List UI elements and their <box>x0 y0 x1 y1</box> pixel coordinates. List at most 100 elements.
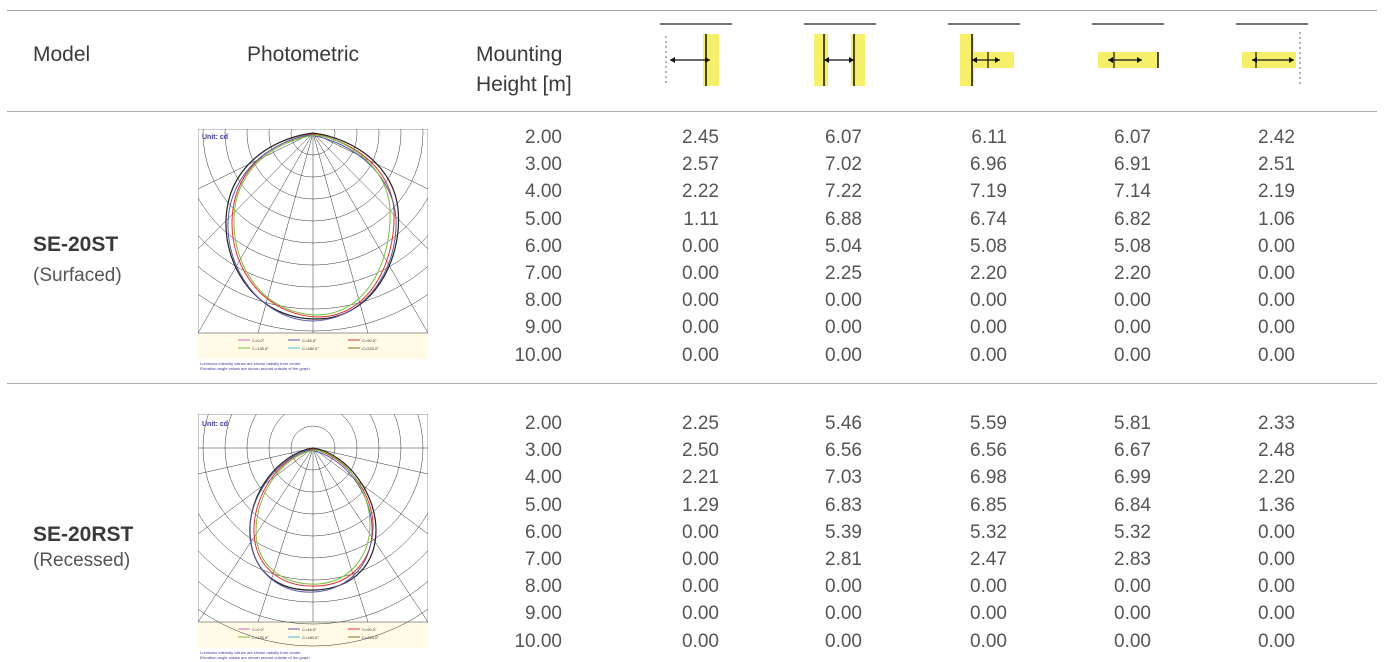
spacing-value-cell: 2.57 <box>682 154 719 176</box>
header-bottom-rule <box>7 111 1377 112</box>
spacing-value-cell: 0.00 <box>970 317 1007 339</box>
mounting-height-cell: 3.00 <box>525 154 562 176</box>
spacing-value-cell: 6.96 <box>970 154 1007 176</box>
photometric-unit-label: Unit: cd <box>202 421 228 428</box>
spacing-value-cell: 0.00 <box>970 344 1007 366</box>
photometric-polar-diagram: Unit: cd Luminous intensity values are s… <box>198 129 428 371</box>
legend-label: C=0.0° <box>252 338 265 343</box>
spacing-value-cell: 0.00 <box>682 344 719 366</box>
photometric-caption-line1: Luminous intensity values are shown radi… <box>200 361 302 366</box>
spacing-value-cell: 2.19 <box>1258 181 1295 203</box>
spacing-value-cell: 0.00 <box>1258 263 1295 284</box>
spacing-value-cell: 6.67 <box>1114 440 1151 462</box>
photometric-caption-line1: Luminous intensity values are shown radi… <box>200 650 302 655</box>
mounting-height-cell: 2.00 <box>525 127 562 148</box>
spacing-value-cell: 1.36 <box>1258 494 1295 516</box>
spacing-value-cell: 0.00 <box>825 630 862 652</box>
spacing-value-cell: 0.00 <box>1114 290 1151 312</box>
spacing-value-cell: 0.00 <box>682 630 719 652</box>
mounting-height-cell: 3.00 <box>525 440 562 462</box>
mounting-height-cell: 8.00 <box>525 576 562 598</box>
mounting-height-cell: 9.00 <box>525 603 562 625</box>
spacing-value-cell: 2.51 <box>1258 154 1295 176</box>
photometric-caption-line2: Elevation angle values are shown around … <box>200 366 311 371</box>
spacing-value-cell: 0.00 <box>1258 290 1295 312</box>
spacing-value-cell: 2.20 <box>1114 263 1151 284</box>
spacing-value-cell: 0.00 <box>682 317 719 339</box>
spacing-value-cell: 5.32 <box>970 521 1007 543</box>
spacing-value-cell: 7.03 <box>825 467 862 489</box>
spacing-value-cell: 0.00 <box>825 317 862 339</box>
spacing-value-cell: 0.00 <box>682 263 719 284</box>
photometric-polar-diagram: Unit: cd Luminous intensity values are s… <box>198 414 428 660</box>
mounting-height-cell: 5.00 <box>525 494 562 516</box>
spacing-value-cell: 0.00 <box>1114 630 1151 652</box>
spacing-value-cell: 2.33 <box>1258 413 1295 434</box>
mounting-height-cell: 10.00 <box>514 344 562 366</box>
spacing-value-cell: 6.74 <box>970 208 1007 230</box>
spacing-value-cell: 0.00 <box>682 290 719 312</box>
header-mounting-line1: Mounting <box>476 43 563 66</box>
mounting-height-cell: 10.00 <box>514 630 562 652</box>
spacing-value-cell: 6.56 <box>825 440 862 462</box>
model-name: SE-20ST <box>33 233 119 256</box>
spacing-value-cell: 0.00 <box>682 576 719 598</box>
spacing-value-cell: 5.39 <box>825 521 862 543</box>
spacing-value-cell: 6.11 <box>971 127 1007 148</box>
mounting-height-cell: 4.00 <box>525 467 562 489</box>
legend-label: C=135.0° <box>252 346 269 351</box>
spacing-value-cell: 5.08 <box>1114 235 1151 257</box>
model-type: (Surfaced) <box>33 265 122 286</box>
spacing-value-cell: 6.07 <box>825 127 862 148</box>
legend-label: C=225.0° <box>362 635 379 640</box>
header-photometric: Photometric <box>247 43 360 66</box>
spacing-value-cell: 7.22 <box>825 181 862 203</box>
model-type: (Recessed) <box>33 550 131 571</box>
spacing-value-cell: 0.00 <box>970 290 1007 312</box>
spacing-value-cell: 6.98 <box>970 467 1007 489</box>
spacing-value-cell: 2.21 <box>682 467 719 489</box>
mounting-height-cell: 9.00 <box>525 317 562 339</box>
spacing-value-cell: 5.04 <box>825 235 862 257</box>
spacing-value-cell: 6.07 <box>1114 127 1151 148</box>
legend-label: C=45.0° <box>302 627 317 632</box>
spacing-value-cell: 6.82 <box>1114 208 1151 230</box>
spacing-value-cell: 0.00 <box>1258 603 1295 625</box>
spacing-value-cell: 0.00 <box>970 630 1007 652</box>
double-offset-spacing-icon <box>1092 22 1164 92</box>
spacing-value-cell: 0.00 <box>1258 630 1295 652</box>
spacing-value-cell: 6.83 <box>825 494 862 516</box>
header-mounting-line2: Height [m] <box>476 73 572 96</box>
spacing-value-cell: 5.08 <box>970 235 1007 257</box>
mounting-height-cell: 8.00 <box>525 290 562 312</box>
spacing-value-cell: 1.11 <box>683 208 719 230</box>
spacing-value-cell: 0.00 <box>1114 317 1151 339</box>
double-sided-spacing-icon <box>804 22 876 92</box>
spacing-value-cell: 0.00 <box>825 576 862 598</box>
mounting-height-cell: 5.00 <box>525 208 562 230</box>
photometric-unit-label: Unit: cd <box>202 134 228 141</box>
wall-left-offset-spacing-icon <box>948 22 1020 92</box>
spacing-value-cell: 0.00 <box>1258 521 1295 543</box>
spacing-value-cell: 0.00 <box>970 576 1007 598</box>
spacing-value-cell: 6.91 <box>1114 154 1151 176</box>
header-model: Model <box>33 43 91 66</box>
spacing-value-cell: 1.29 <box>682 494 719 516</box>
spacing-value-cell: 0.00 <box>682 549 719 570</box>
legend-label: C=90.0° <box>362 627 377 632</box>
spacing-value-cell: 0.00 <box>825 344 862 366</box>
spacing-value-cell: 5.46 <box>825 413 862 434</box>
header-top-rule <box>7 10 1377 11</box>
mounting-height-cell: 4.00 <box>525 181 562 203</box>
spacing-value-cell: 2.22 <box>682 181 719 203</box>
mounting-height-cell: 7.00 <box>525 549 562 570</box>
legend-label: C=135.0° <box>252 635 269 640</box>
spacing-value-cell: 2.48 <box>1258 440 1295 462</box>
spacing-value-cell: 2.25 <box>682 413 719 434</box>
spacing-value-cell: 2.20 <box>970 263 1007 284</box>
spacing-value-cell: 0.00 <box>825 603 862 625</box>
spacing-value-cell: 0.00 <box>1258 344 1295 366</box>
spacing-value-cell: 0.00 <box>682 603 719 625</box>
spacing-value-cell: 2.81 <box>825 549 862 570</box>
spacing-value-cell: 0.00 <box>1114 603 1151 625</box>
